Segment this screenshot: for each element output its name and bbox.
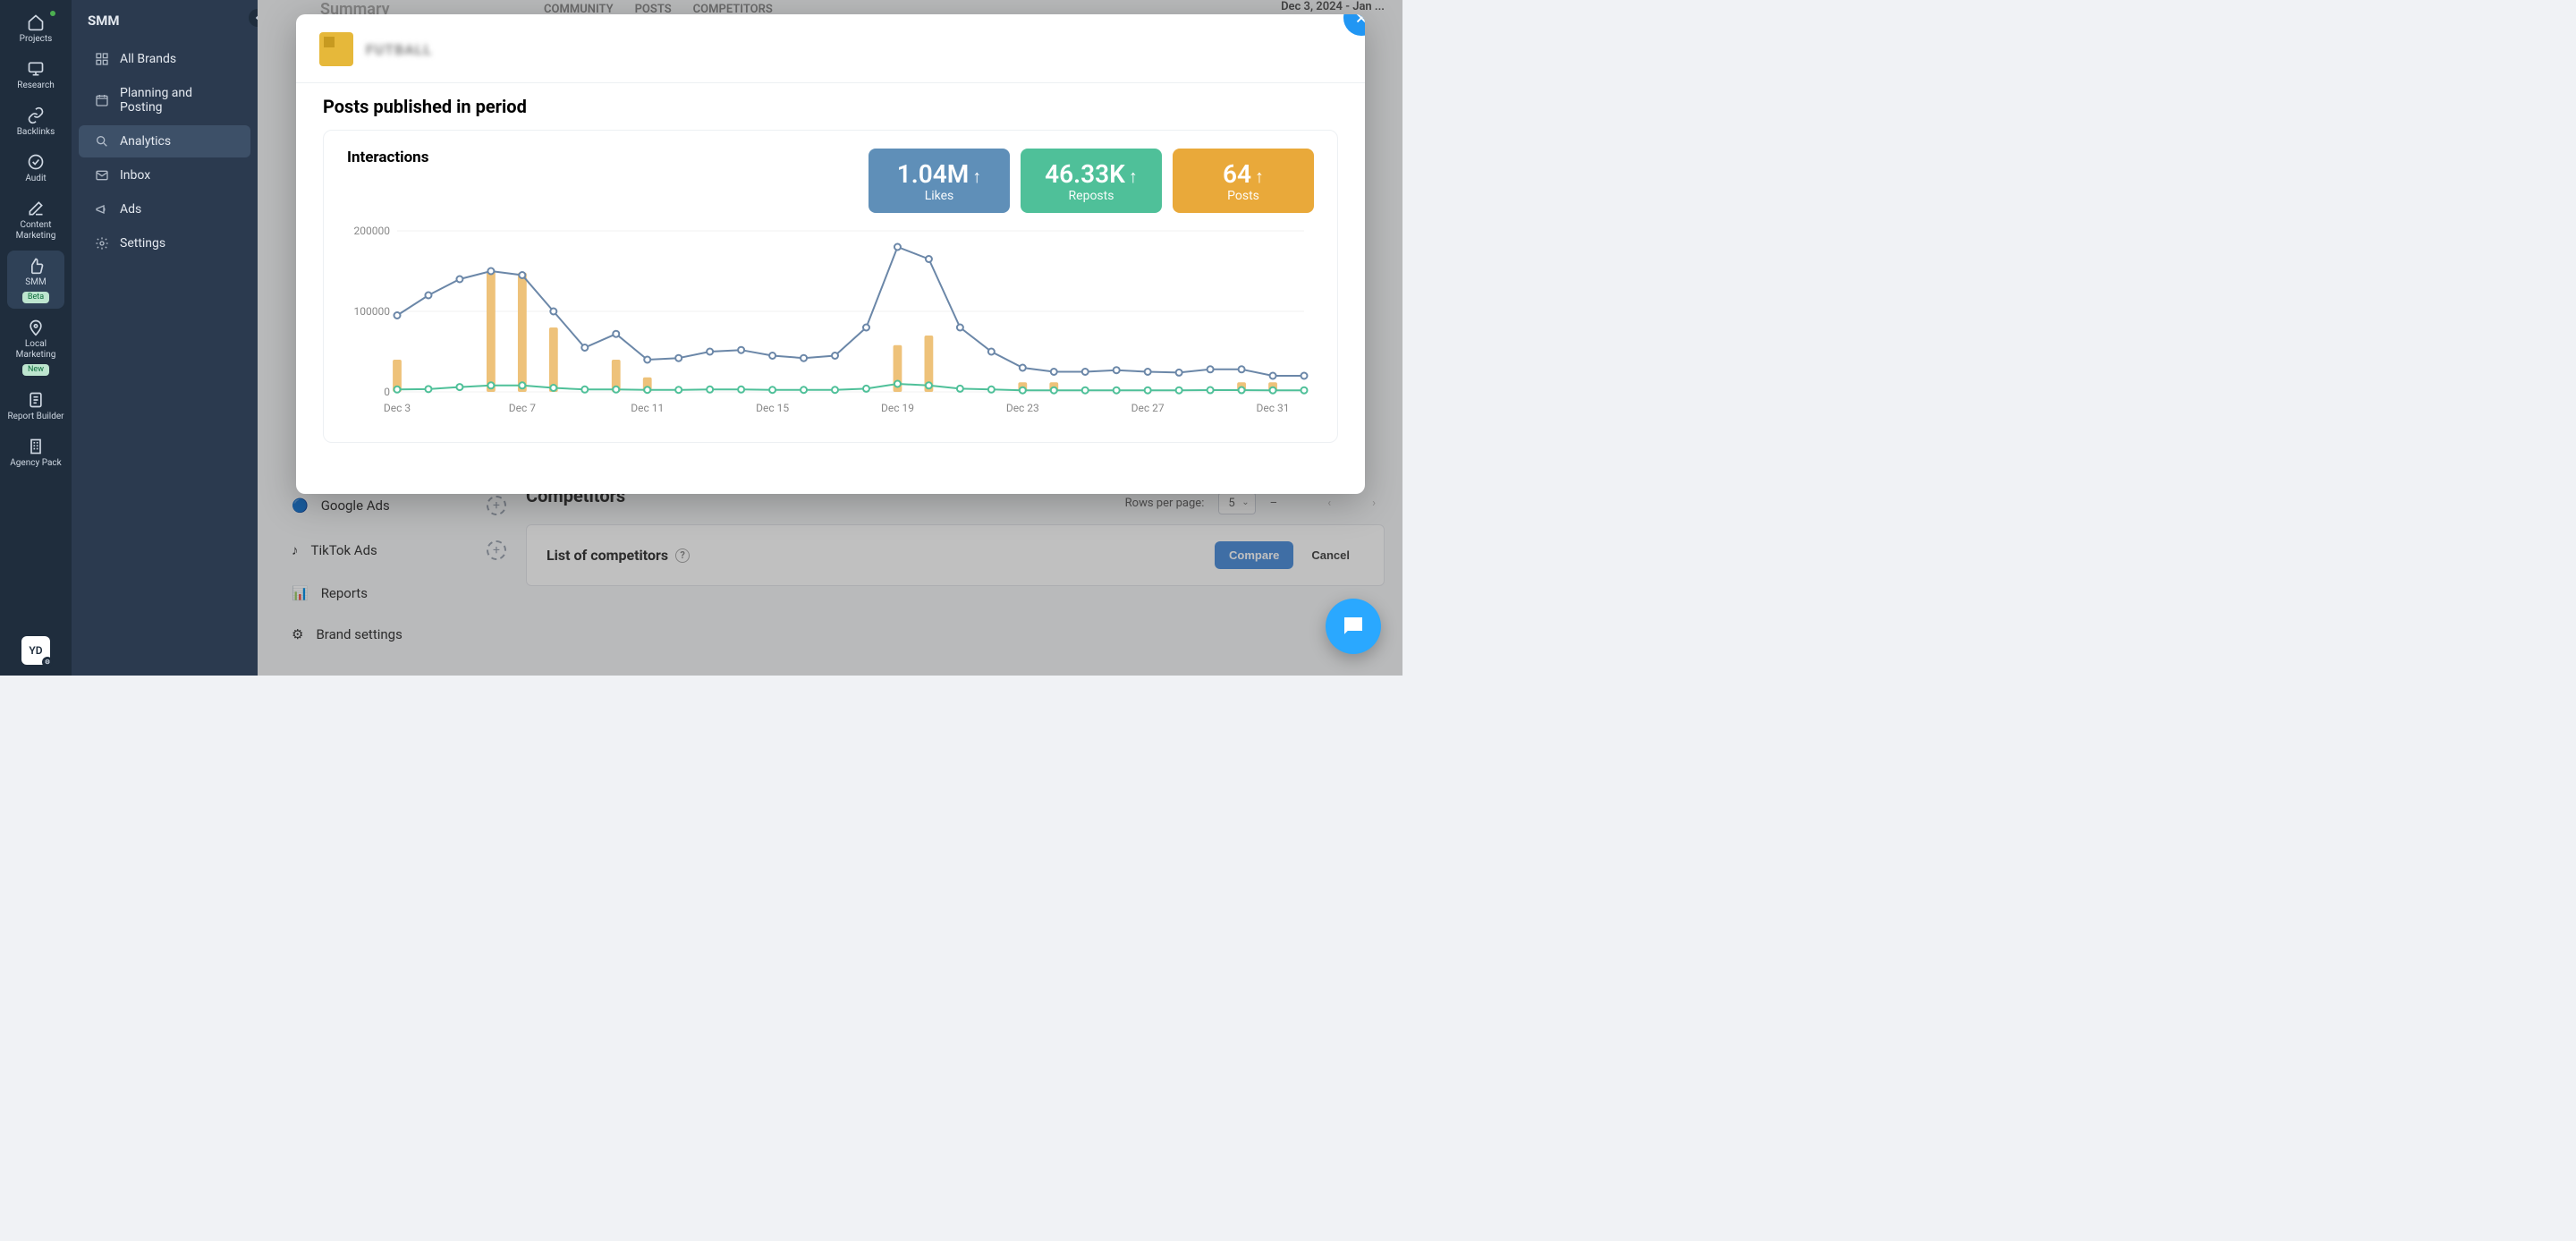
mail-icon — [95, 168, 109, 183]
stat-label: Likes — [925, 189, 954, 203]
magnify-icon — [95, 134, 109, 149]
grid-icon — [95, 52, 109, 66]
new-badge: New — [22, 364, 49, 376]
arrow-up-icon — [1255, 159, 1264, 189]
building-icon — [26, 437, 46, 456]
stat-row: 1.04M Likes 46.33K Reposts 64 Posts — [869, 149, 1314, 213]
chat-fab[interactable] — [1326, 599, 1381, 654]
rail-report-builder[interactable]: Report Builder — [7, 385, 64, 428]
check-circle-icon — [26, 152, 46, 172]
svg-text:Dec 15: Dec 15 — [756, 402, 789, 414]
brand-avatar — [319, 32, 353, 66]
beta-badge: Beta — [22, 292, 49, 303]
svg-text:Dec 7: Dec 7 — [509, 402, 536, 414]
calendar-icon — [95, 93, 109, 107]
rail-audit[interactable]: Audit — [7, 147, 64, 190]
stat-label: Reposts — [1069, 189, 1114, 203]
smm-sidebar: SMM All Brands Planning and Posting Anal… — [72, 0, 258, 676]
sidebar-item-label: Inbox — [120, 168, 150, 183]
sidebar-item-label: All Brands — [120, 52, 176, 66]
gear-icon: ⚙ — [42, 657, 53, 667]
gear-icon — [95, 236, 109, 251]
rail-content-marketing[interactable]: Content Marketing — [7, 193, 64, 247]
edit-icon — [26, 199, 46, 218]
rail-backlinks[interactable]: Backlinks — [7, 100, 64, 143]
doc-icon — [26, 390, 46, 410]
svg-text:200000: 200000 — [354, 225, 391, 237]
avatar-initials: YD — [29, 644, 42, 657]
rail-projects[interactable]: Projects — [7, 7, 64, 50]
sidebar-settings[interactable]: Settings — [79, 227, 250, 259]
sidebar-ads[interactable]: Ads — [79, 193, 250, 225]
svg-text:Dec 31: Dec 31 — [1257, 402, 1290, 414]
rail-research[interactable]: Research — [7, 54, 64, 97]
rail-label: Backlinks — [17, 127, 55, 138]
rail-smm[interactable]: SMM Beta — [7, 251, 64, 309]
monitor-icon — [26, 59, 46, 79]
rail-label: Report Builder — [7, 412, 64, 422]
svg-text:100000: 100000 — [354, 305, 391, 318]
brand-name: FUTBALL — [366, 41, 432, 58]
sidebar-item-label: Ads — [120, 202, 141, 217]
rail-label: Audit — [25, 174, 46, 184]
link-icon — [26, 106, 46, 125]
modal-header: FUTBALL — [296, 14, 1365, 83]
rail-label: Content Marketing — [7, 220, 64, 242]
stat-posts[interactable]: 64 Posts — [1173, 149, 1314, 213]
icon-rail: Projects Research Backlinks Audit Conten… — [0, 0, 72, 676]
home-icon — [26, 13, 46, 32]
sidebar-item-label: Settings — [120, 236, 165, 251]
rail-agency-pack[interactable]: Agency Pack — [7, 431, 64, 474]
stat-reposts[interactable]: 46.33K Reposts — [1021, 149, 1162, 213]
svg-text:Dec 27: Dec 27 — [1131, 402, 1165, 414]
rail-label: Research — [17, 81, 54, 91]
megaphone-icon — [95, 202, 109, 217]
pin-icon — [26, 318, 46, 337]
thumb-icon — [26, 256, 46, 276]
interactions-card: Interactions 1.04M Likes 46.33K Reposts … — [323, 130, 1338, 443]
arrow-up-icon — [972, 159, 981, 189]
rail-label: Projects — [20, 34, 53, 45]
sidebar-item-label: Analytics — [120, 134, 171, 149]
interactions-chart: 0 100000 200000 Dec 3 Dec 7 Dec 11 Dec 15 Dec 1… — [347, 222, 1314, 419]
sidebar-item-label: Planning and Posting — [120, 86, 234, 115]
sidebar-analytics[interactable]: Analytics — [79, 125, 250, 157]
stat-label: Posts — [1227, 189, 1259, 203]
sidebar-title: SMM — [72, 13, 258, 41]
rail-label: Agency Pack — [10, 458, 61, 469]
rail-local-marketing[interactable]: Local Marketing New — [7, 312, 64, 381]
card-title: Interactions — [347, 149, 428, 166]
svg-text:Dec 3: Dec 3 — [384, 402, 411, 414]
sidebar-all-brands[interactable]: All Brands — [79, 43, 250, 75]
section-title: Posts published in period — [296, 83, 1365, 126]
arrow-up-icon — [1129, 159, 1138, 189]
svg-text:Dec 19: Dec 19 — [881, 402, 914, 414]
rail-label: Local Marketing — [7, 339, 64, 361]
stat-likes[interactable]: 1.04M Likes — [869, 149, 1010, 213]
sidebar-planning[interactable]: Planning and Posting — [79, 77, 250, 123]
svg-text:Dec 23: Dec 23 — [1006, 402, 1039, 414]
svg-text:0: 0 — [384, 386, 390, 398]
sidebar-inbox[interactable]: Inbox — [79, 159, 250, 191]
rail-label: SMM — [25, 277, 46, 288]
posts-modal: FUTBALL Posts published in period Intera… — [296, 14, 1365, 494]
svg-text:Dec 11: Dec 11 — [631, 402, 664, 414]
user-avatar[interactable]: YD ⚙ — [21, 636, 50, 665]
